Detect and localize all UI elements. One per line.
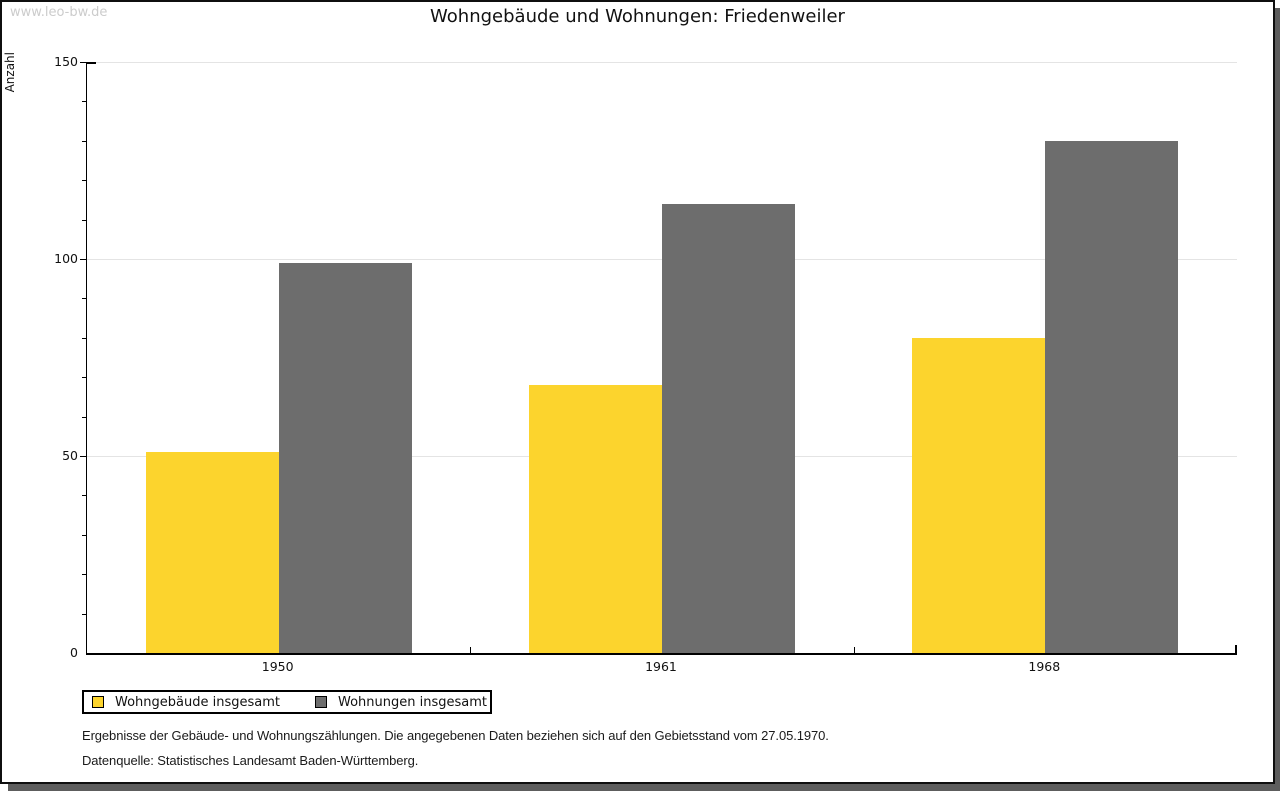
y-minor-tick-40 [82, 495, 86, 497]
y-major-tick-50 [80, 456, 86, 457]
legend-label-wohnungen: Wohnungen insgesamt [338, 694, 487, 710]
y-minor-tick-60 [82, 416, 86, 418]
bar-1950-wohnungen [278, 262, 412, 653]
bar-1968-wohnungen [1045, 140, 1179, 653]
y-tick-label-150: 150 [54, 54, 78, 69]
y-major-tick-100 [80, 259, 86, 260]
y-minor-tick-110 [82, 219, 86, 221]
bar-1968-wohngebaeude [912, 337, 1046, 653]
x-tick-label-1961: 1961 [645, 659, 677, 674]
x-tick-label-1968: 1968 [1028, 659, 1061, 674]
y-minor-tick-140 [82, 101, 86, 103]
y-minor-tick-10 [82, 613, 86, 615]
y-minor-tick-30 [82, 534, 86, 536]
watermark-text: www.leo-bw.de [10, 5, 108, 20]
y-minor-tick-120 [82, 180, 86, 182]
x-category-separator-tick-1 [470, 647, 472, 653]
x-axis-right-cap [1235, 645, 1237, 653]
y-minor-tick-70 [82, 377, 86, 379]
gridline-y-150 [87, 62, 1237, 63]
x-category-separator-tick-2 [853, 647, 855, 653]
x-tick-label-1950: 1950 [261, 659, 294, 674]
bar-1961-wohngebaeude [529, 385, 662, 653]
y-tick-label-50: 50 [62, 448, 78, 463]
y-tick-label-100: 100 [54, 251, 78, 266]
bar-1961-wohnungen [662, 203, 795, 653]
bar-1950-wohngebaeude [145, 452, 279, 653]
legend-swatch-wohngebaeude-icon [92, 696, 104, 708]
y-axis-top-cap [87, 62, 96, 64]
footnote-line-2: Datenquelle: Statistisches Landesamt Bad… [82, 753, 419, 768]
plot-area [80, 62, 1237, 655]
footnote-line-1: Ergebnisse der Gebäude- und Wohnungszähl… [82, 728, 829, 743]
y-major-tick-150 [80, 62, 86, 63]
frame-shadow-bottom [8, 784, 1280, 791]
frame-shadow-right [1275, 8, 1280, 791]
chart-title: Wohngebäude und Wohnungen: Friedenweiler [430, 6, 845, 27]
legend-label-wohngebaeude: Wohngebäude insgesamt [115, 694, 280, 710]
y-tick-label-0: 0 [70, 645, 78, 660]
y-minor-tick-130 [82, 140, 86, 142]
y-minor-tick-80 [82, 337, 86, 339]
legend-swatch-wohnungen-icon [315, 696, 327, 708]
y-minor-tick-90 [82, 298, 86, 300]
legend: Wohngebäude insgesamt Wohnungen insgesam… [82, 690, 492, 714]
y-minor-tick-20 [82, 574, 86, 576]
